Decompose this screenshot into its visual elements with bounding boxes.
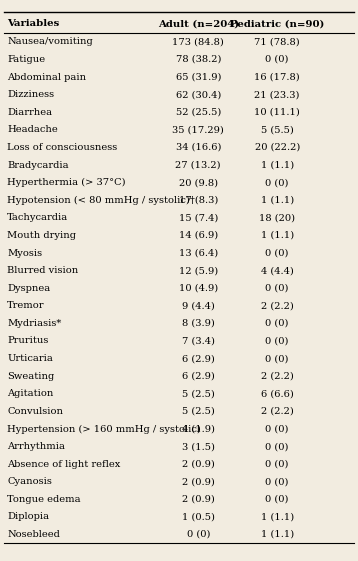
Text: 1 (0.5): 1 (0.5) [182,512,215,521]
Text: Sweating: Sweating [7,371,54,381]
Text: Diplopia: Diplopia [7,512,49,521]
Text: Pediatric (n=90): Pediatric (n=90) [230,19,324,28]
Text: 0 (0): 0 (0) [266,354,289,363]
Text: Fatigue: Fatigue [7,55,45,64]
Text: 0 (0): 0 (0) [266,495,289,504]
Text: 0 (0): 0 (0) [266,425,289,434]
Text: 1 (1.1): 1 (1.1) [261,231,294,240]
Text: Loss of consciousness: Loss of consciousness [7,143,117,152]
Text: 0 (0): 0 (0) [266,459,289,468]
Text: Abdominal pain: Abdominal pain [7,72,86,81]
Text: 8 (3.9): 8 (3.9) [182,319,215,328]
Text: 4 (1.9): 4 (1.9) [182,425,215,434]
Text: 10 (11.1): 10 (11.1) [254,108,300,117]
Text: Nosebleed: Nosebleed [7,530,60,539]
Text: 62 (30.4): 62 (30.4) [176,90,221,99]
Text: Agitation: Agitation [7,389,53,398]
Text: Blurred vision: Blurred vision [7,266,78,275]
Text: 2 (2.2): 2 (2.2) [261,371,294,381]
Text: 16 (17.8): 16 (17.8) [255,72,300,81]
Text: 2 (0.9): 2 (0.9) [182,459,215,468]
Text: 10 (4.9): 10 (4.9) [179,284,218,293]
Text: 52 (25.5): 52 (25.5) [176,108,221,117]
Text: 5 (5.5): 5 (5.5) [261,125,294,135]
Text: Tachycardia: Tachycardia [7,213,68,222]
Text: Diarrhea: Diarrhea [7,108,52,117]
Text: 0 (0): 0 (0) [266,284,289,293]
Text: 3 (1.5): 3 (1.5) [182,442,215,451]
Text: Hypotension (< 80 mmHg / systolic)†: Hypotension (< 80 mmHg / systolic)† [7,196,195,205]
Text: 1 (1.1): 1 (1.1) [261,196,294,205]
Text: 0 (0): 0 (0) [266,442,289,451]
Text: 6 (6.6): 6 (6.6) [261,389,294,398]
Text: 20 (9.8): 20 (9.8) [179,178,218,187]
Text: 6 (2.9): 6 (2.9) [182,371,215,381]
Text: 34 (16.6): 34 (16.6) [175,143,221,152]
Text: Variables: Variables [7,19,59,28]
Text: 14 (6.9): 14 (6.9) [179,231,218,240]
Text: 0 (0): 0 (0) [266,55,289,64]
Text: Dizziness: Dizziness [7,90,54,99]
Text: Absence of light reflex: Absence of light reflex [7,459,120,468]
Text: 71 (78.8): 71 (78.8) [255,38,300,47]
Text: Arrhythmia: Arrhythmia [7,442,65,451]
Text: 1 (1.1): 1 (1.1) [261,512,294,521]
Text: Headache: Headache [7,125,58,135]
Text: 7 (3.4): 7 (3.4) [182,337,215,346]
Text: Dyspnea: Dyspnea [7,284,50,293]
Text: Myosis: Myosis [7,249,42,257]
Text: 21 (23.3): 21 (23.3) [255,90,300,99]
Text: Mydriasis*: Mydriasis* [7,319,61,328]
Text: 0 (0): 0 (0) [266,178,289,187]
Text: 65 (31.9): 65 (31.9) [175,72,221,81]
Text: 78 (38.2): 78 (38.2) [175,55,221,64]
Text: Bradycardia: Bradycardia [7,160,69,169]
Text: Adult (n=204): Adult (n=204) [158,19,239,28]
Text: Convulsion: Convulsion [7,407,63,416]
Text: 15 (7.4): 15 (7.4) [179,213,218,222]
Text: 20 (22.2): 20 (22.2) [255,143,300,152]
Text: 17 (8.3): 17 (8.3) [179,196,218,205]
Text: 0 (0): 0 (0) [266,477,289,486]
Text: 12 (5.9): 12 (5.9) [179,266,218,275]
Text: 2 (0.9): 2 (0.9) [182,495,215,504]
Text: 1 (1.1): 1 (1.1) [261,530,294,539]
Text: Urticaria: Urticaria [7,354,53,363]
Text: 2 (2.2): 2 (2.2) [261,407,294,416]
Text: 27 (13.2): 27 (13.2) [175,160,221,169]
Text: Tongue edema: Tongue edema [7,495,81,504]
Text: 9 (4.4): 9 (4.4) [182,301,215,310]
Text: 5 (2.5): 5 (2.5) [182,389,215,398]
Text: Cyanosis: Cyanosis [7,477,52,486]
Text: 2 (0.9): 2 (0.9) [182,477,215,486]
Text: Pruritus: Pruritus [7,337,48,346]
Text: Nausea/vomiting: Nausea/vomiting [7,38,93,47]
Text: 0 (0): 0 (0) [266,249,289,257]
Text: Hyperthermia (> 37°C): Hyperthermia (> 37°C) [7,178,126,187]
Text: 13 (6.4): 13 (6.4) [179,249,218,257]
Text: 5 (2.5): 5 (2.5) [182,407,215,416]
Text: Hypertension (> 160 mmHg / systolic): Hypertension (> 160 mmHg / systolic) [7,424,201,434]
Text: 0 (0): 0 (0) [266,337,289,346]
Text: 35 (17.29): 35 (17.29) [172,125,224,135]
Text: 2 (2.2): 2 (2.2) [261,301,294,310]
Text: 4 (4.4): 4 (4.4) [261,266,294,275]
Text: 0 (0): 0 (0) [266,319,289,328]
Text: Tremor: Tremor [7,301,45,310]
Text: 173 (84.8): 173 (84.8) [172,38,224,47]
Text: 18 (20): 18 (20) [259,213,295,222]
Text: 1 (1.1): 1 (1.1) [261,160,294,169]
Text: 6 (2.9): 6 (2.9) [182,354,215,363]
Text: Mouth drying: Mouth drying [7,231,76,240]
Text: 0 (0): 0 (0) [187,530,210,539]
